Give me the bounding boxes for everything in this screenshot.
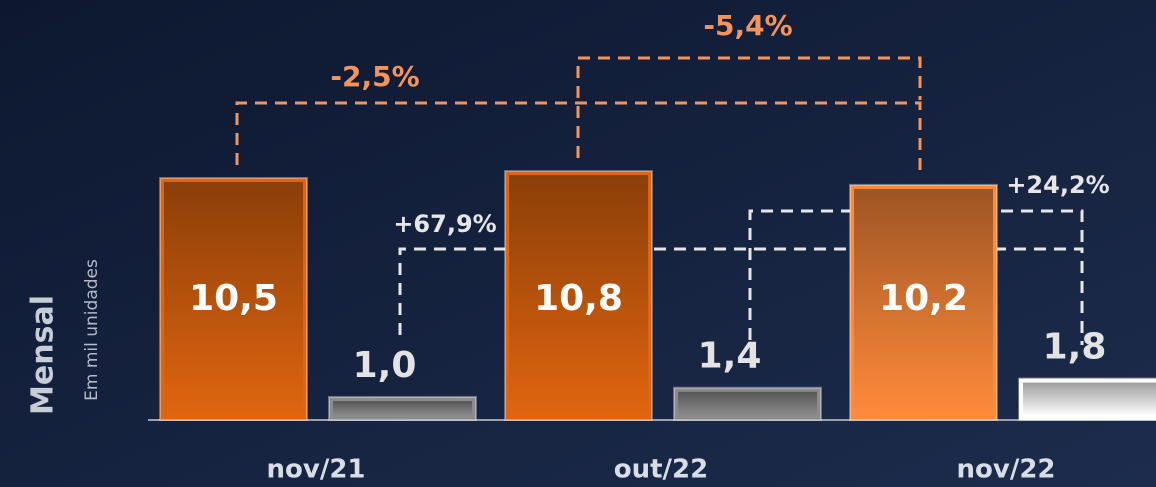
annotation: -2,5% [330, 60, 419, 93]
bracket [748, 209, 1084, 340]
bracket [398, 247, 1084, 345]
bar-shade [678, 391, 817, 416]
bar-shade [164, 181, 303, 416]
value-label: 10,5 [189, 278, 278, 319]
annotation: +24,2% [1006, 171, 1109, 199]
value-label: 1,4 [698, 336, 762, 377]
x-tick-label: nov/22 [957, 455, 1056, 485]
x-tick-label: out/22 [614, 455, 708, 485]
x-tick-label: nov/21 [267, 455, 366, 485]
bracket [235, 101, 922, 178]
bar-shade [509, 175, 648, 416]
value-label: 1,0 [353, 345, 417, 386]
annotation: +67,9% [393, 210, 496, 238]
bar-shade [854, 188, 993, 416]
bar-shade [333, 400, 472, 416]
value-label: 10,2 [879, 278, 968, 319]
bracket [576, 56, 922, 158]
value-label: 10,8 [534, 278, 623, 319]
axis-title: Mensal [26, 295, 61, 415]
bar-shade [1023, 382, 1156, 416]
value-label: 1,8 [1043, 327, 1107, 368]
annotation: -5,4% [703, 9, 792, 42]
axis-subtitle: Em mil unidades [82, 259, 102, 401]
